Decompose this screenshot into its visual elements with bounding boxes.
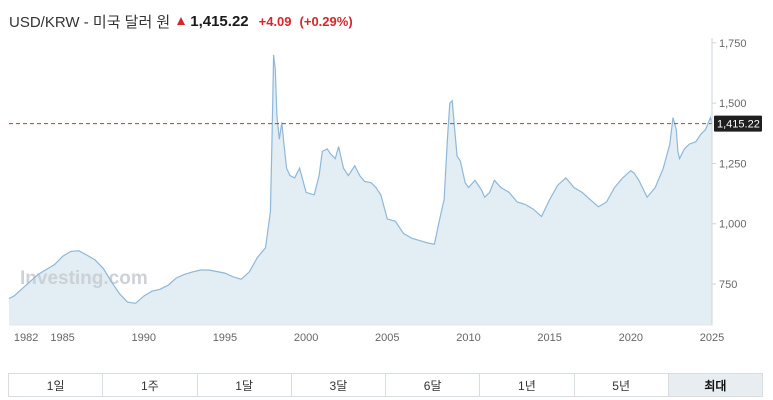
series-line [8, 54, 713, 304]
investing-watermark: Investing.com [20, 268, 148, 289]
range-button-max[interactable]: 최대 [668, 374, 762, 396]
range-button-1d[interactable]: 1일 [9, 374, 104, 396]
y-tick-label: 750 [719, 279, 737, 291]
time-range-selector: 1일 1주 1달 3달 6달 1년 5년 최대 [8, 373, 763, 397]
x-tick-label: 2005 [375, 332, 399, 342]
x-tick-label: 1995 [213, 332, 237, 342]
x-axis: 1982 1985 1990 1995 2000 2005 2010 2015 2020 2025 [9, 324, 724, 342]
range-button-1y[interactable]: 1년 [480, 374, 575, 396]
y-tick-label: 1,500 [719, 98, 747, 110]
range-button-1w[interactable]: 1주 [103, 374, 198, 396]
price-change: +4.09 [258, 13, 292, 29]
x-tick-label: 2015 [537, 332, 561, 342]
price-change-percent: (+0.29%) [299, 13, 353, 29]
x-tick-label: 1990 [132, 332, 156, 342]
x-tick-label: 2010 [456, 332, 480, 342]
range-button-6m[interactable]: 6달 [386, 374, 481, 396]
range-button-5y[interactable]: 5년 [575, 374, 669, 396]
price-chart[interactable]: Investing.com 1982 1985 1990 1995 2000 2005 20… [0, 32, 773, 342]
x-tick-label: 2020 [619, 332, 643, 342]
arrow-up-icon [177, 17, 186, 25]
quote-header: USD/KRW - 미국 달러 원 1,415.22 +4.09 (+0.29%… [9, 10, 353, 32]
y-tick-label: 1,750 [719, 38, 747, 50]
range-button-1m[interactable]: 1달 [198, 374, 292, 396]
x-tick-label: 1982 [14, 332, 38, 342]
y-tick-label: 1,250 [719, 158, 747, 170]
x-tick-label: 2000 [294, 332, 318, 342]
plot-area: Investing.com [8, 54, 713, 326]
y-tick-label: 1,000 [719, 219, 747, 231]
last-price-label-text: 1,415.22 [717, 119, 760, 131]
x-tick-label: 1985 [50, 332, 74, 342]
series-area [9, 54, 712, 326]
currency-pair-title: USD/KRW - 미국 달러 원 [9, 13, 171, 31]
range-button-3m[interactable]: 3달 [292, 374, 386, 396]
current-price: 1,415.22 [190, 12, 249, 30]
x-tick-label: 2025 [700, 332, 724, 342]
y-axis: 750 1,000 1,250 1,500 1,750 1,415.22 [711, 38, 762, 325]
last-price-label [714, 115, 762, 132]
